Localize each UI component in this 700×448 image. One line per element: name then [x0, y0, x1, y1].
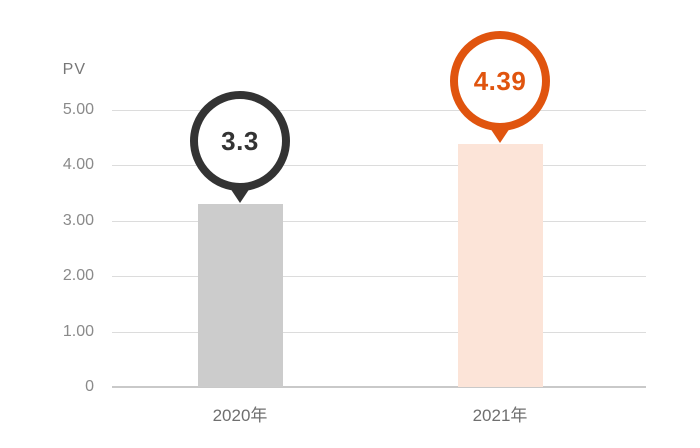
badge-value-label: 4.39	[474, 66, 527, 96]
value-badge-2021年: 4.39	[445, 26, 555, 144]
y-gridline	[112, 110, 646, 111]
y-tick-label: 1.00	[62, 322, 94, 340]
y-tick-label: 0	[85, 378, 94, 395]
badge-circle	[190, 91, 290, 192]
value-badge-2020年: 3.3	[185, 86, 295, 204]
bar-2021年	[457, 143, 543, 387]
y-gridline	[112, 386, 646, 388]
bar-2020年	[197, 204, 283, 387]
y-gridline	[112, 165, 646, 167]
y-tick-label: 2.00	[62, 267, 94, 285]
y-tick-label: 4.00	[62, 156, 94, 174]
y-gridline	[112, 276, 646, 278]
y-tick-label: 3.00	[62, 211, 94, 229]
badge-bubble-icon: 4.39	[450, 30, 550, 143]
x-axis-label-2021年: 2021年	[472, 406, 528, 425]
badge-bubble-icon: 3.3	[190, 91, 290, 204]
x-axis-label-2020年: 2020年	[212, 406, 268, 425]
badge-value-label: 3.3	[221, 126, 259, 156]
badge-circle	[450, 30, 550, 131]
y-gridline	[112, 331, 646, 333]
y-gridline	[112, 220, 646, 222]
y-axis-unit-label: PV	[62, 61, 86, 78]
y-tick-label: 5.00	[62, 101, 94, 118]
